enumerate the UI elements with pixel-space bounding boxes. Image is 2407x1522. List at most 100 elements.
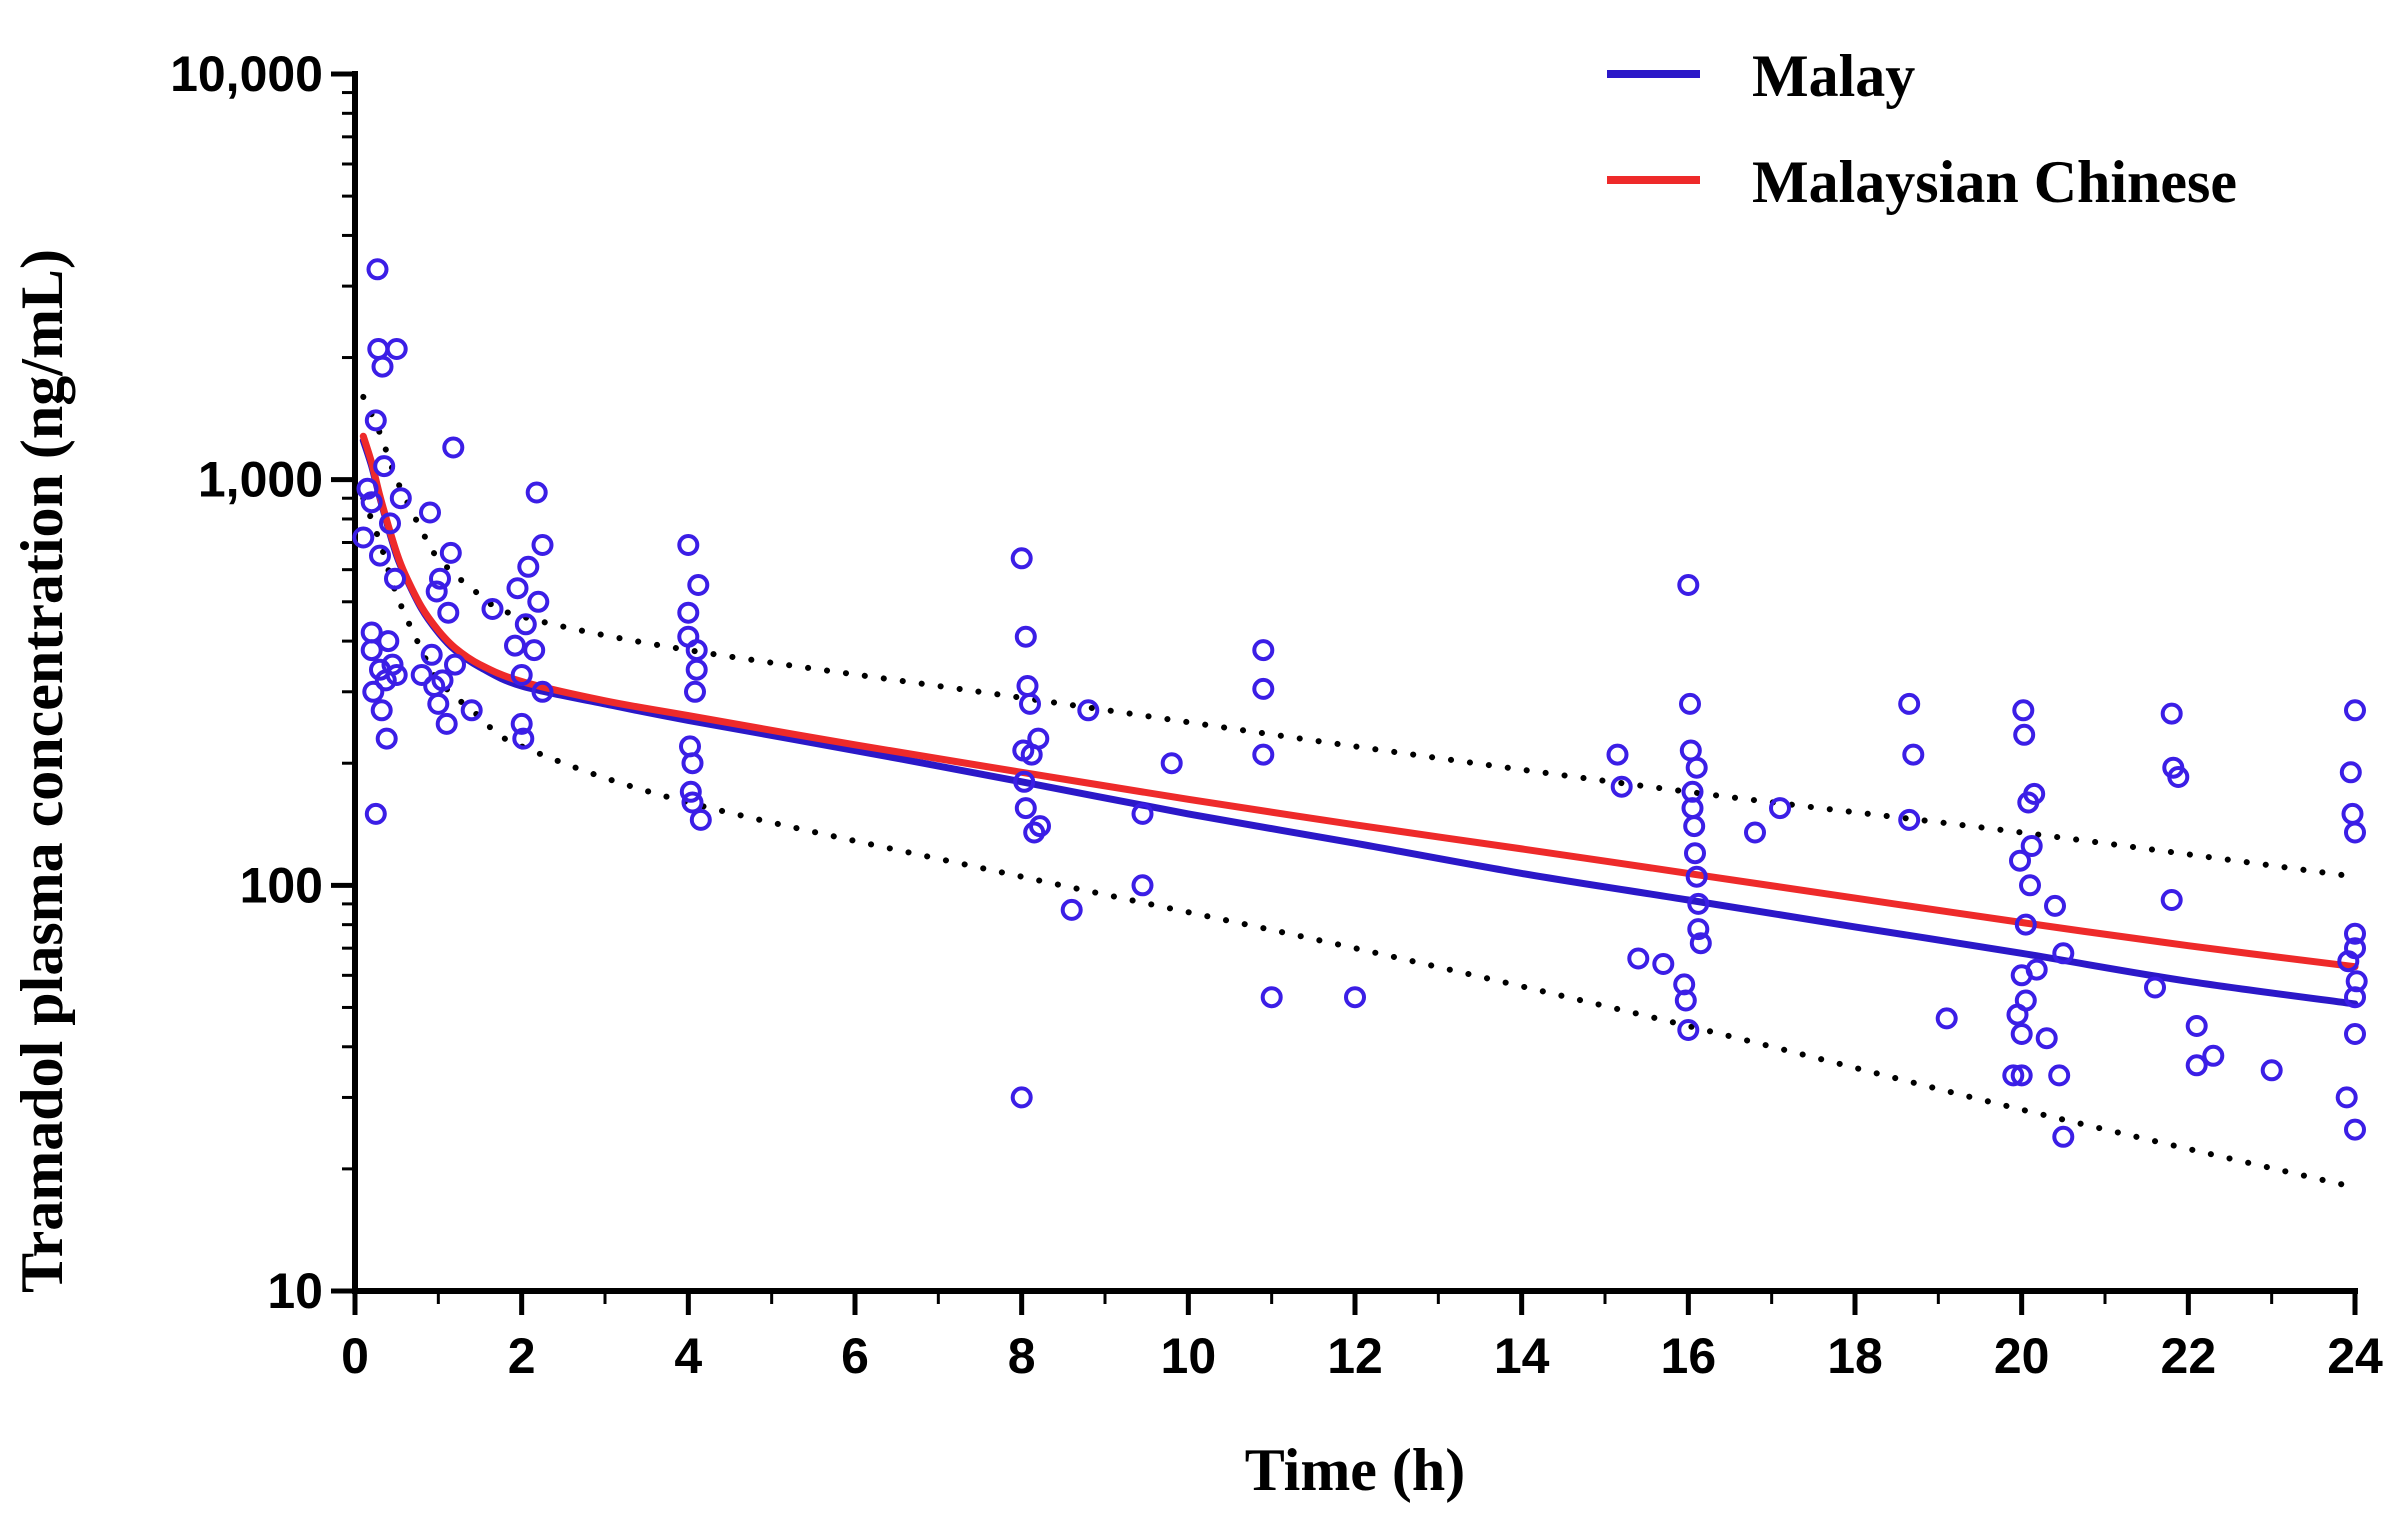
observed-point [442, 436, 465, 459]
observed-point [512, 727, 535, 750]
observed-point [427, 692, 450, 715]
observed-point [2010, 1023, 2033, 1045]
prediction-interval-lines [360, 393, 2358, 1191]
y-axis: 10 100 1,000 10,000 [170, 46, 358, 1319]
observed-point [2344, 821, 2366, 844]
observed-point [1014, 797, 1037, 820]
observed-point [1027, 727, 1050, 750]
observed-point [2341, 802, 2364, 825]
observed-point [685, 658, 708, 681]
observed-point [679, 780, 702, 803]
x-tick-label: 24 [2327, 1328, 2383, 1384]
observed-point [2344, 699, 2366, 722]
y-tick-label: 1,000 [198, 452, 323, 508]
observed-point [531, 680, 554, 703]
legend: Malay Malaysian Chinese [1607, 43, 2237, 215]
observed-point [360, 639, 383, 662]
observed-point [437, 601, 460, 624]
observed-point [685, 639, 708, 662]
observed-point [1131, 874, 1154, 897]
observed-point [370, 699, 393, 722]
x-tick-label: 2 [508, 1328, 536, 1384]
observed-point [371, 355, 394, 378]
observed-point [1898, 692, 1921, 715]
observed-point [2025, 958, 2048, 981]
model-fit-lines [359, 432, 2359, 1008]
observed-point [364, 409, 387, 432]
observed-point [377, 630, 400, 653]
observed-point [2012, 699, 2035, 722]
observed-point [431, 669, 454, 692]
observed-point [1010, 547, 1033, 570]
observed-point [2185, 1054, 2208, 1077]
observed-point [2052, 1125, 2075, 1148]
observed-point [2009, 849, 2031, 872]
observed-point [2160, 889, 2183, 911]
observed-point [1687, 918, 1710, 941]
observed-point [1689, 932, 1712, 955]
observed-point [1252, 639, 1275, 662]
observed-point [384, 567, 406, 590]
observed-point [381, 653, 404, 676]
observed-point [677, 534, 700, 556]
observed-point [2019, 874, 2041, 897]
observed-point [1019, 692, 1041, 715]
observed-point [389, 487, 412, 510]
observed-point [1606, 743, 1629, 766]
observed-point [460, 699, 483, 722]
observed-point [1677, 574, 1700, 596]
observed-point [2048, 1064, 2071, 1087]
observed-point [369, 544, 391, 567]
observed-point [2260, 1059, 2283, 1082]
observed-point [2020, 835, 2043, 857]
observed-point [2202, 1044, 2225, 1067]
observed-point [1010, 1086, 1033, 1109]
observed-point [514, 613, 537, 636]
x-tick-label: 14 [1494, 1328, 1550, 1384]
x-tick-label: 10 [1161, 1328, 1217, 1384]
observed-point [352, 526, 375, 549]
observed-point [2014, 913, 2037, 936]
observed-point [2185, 1015, 2208, 1037]
x-tick-label: 6 [841, 1328, 869, 1384]
observed-point [420, 643, 443, 666]
observed-point [523, 639, 546, 662]
observed-point [1610, 775, 1633, 798]
observed-point [2023, 782, 2046, 805]
observed-point [2014, 989, 2037, 1012]
observed-point [689, 808, 712, 831]
observed-point [1252, 677, 1275, 700]
y-tick-label: 100 [240, 857, 323, 913]
x-axis: 0 2 4 6 8 10 12 14 16 18 20 22 24 [341, 1288, 2383, 1384]
y-tick-label: 10 [267, 1263, 323, 1319]
legend-label-malaysian-chinese: Malaysian Chinese [1752, 149, 2237, 215]
observed-point [527, 590, 550, 613]
observed-point [2335, 1086, 2358, 1109]
observed-point [1685, 756, 1708, 779]
y-axis-title: Tramadol plasma concentration (ng/mL) [9, 249, 75, 1293]
observed-point [1627, 947, 1650, 970]
malay-fit-line [359, 436, 2359, 1008]
x-axis-title: Time (h) [1245, 1437, 1466, 1503]
observed-point [1260, 986, 1283, 1009]
observed-point [681, 752, 704, 775]
observed-point [1014, 625, 1037, 648]
observed-point [385, 664, 408, 686]
observed-point [367, 338, 390, 360]
x-tick-label: 12 [1327, 1328, 1383, 1384]
y-tick-label: 10,000 [170, 46, 323, 102]
observed-point [425, 580, 448, 603]
observed-point [1652, 953, 1675, 975]
observed-point [2160, 702, 2183, 725]
observed-point [687, 574, 710, 596]
observed-point [1029, 815, 1051, 838]
legend-label-malay: Malay [1752, 43, 1915, 109]
observed-point [379, 512, 401, 535]
observed-point [435, 712, 458, 735]
observed-point [510, 712, 533, 735]
observed-point [373, 455, 396, 478]
observed-points [352, 258, 2368, 1148]
observed-point [1344, 986, 1366, 1009]
x-tick-label: 4 [674, 1328, 702, 1384]
